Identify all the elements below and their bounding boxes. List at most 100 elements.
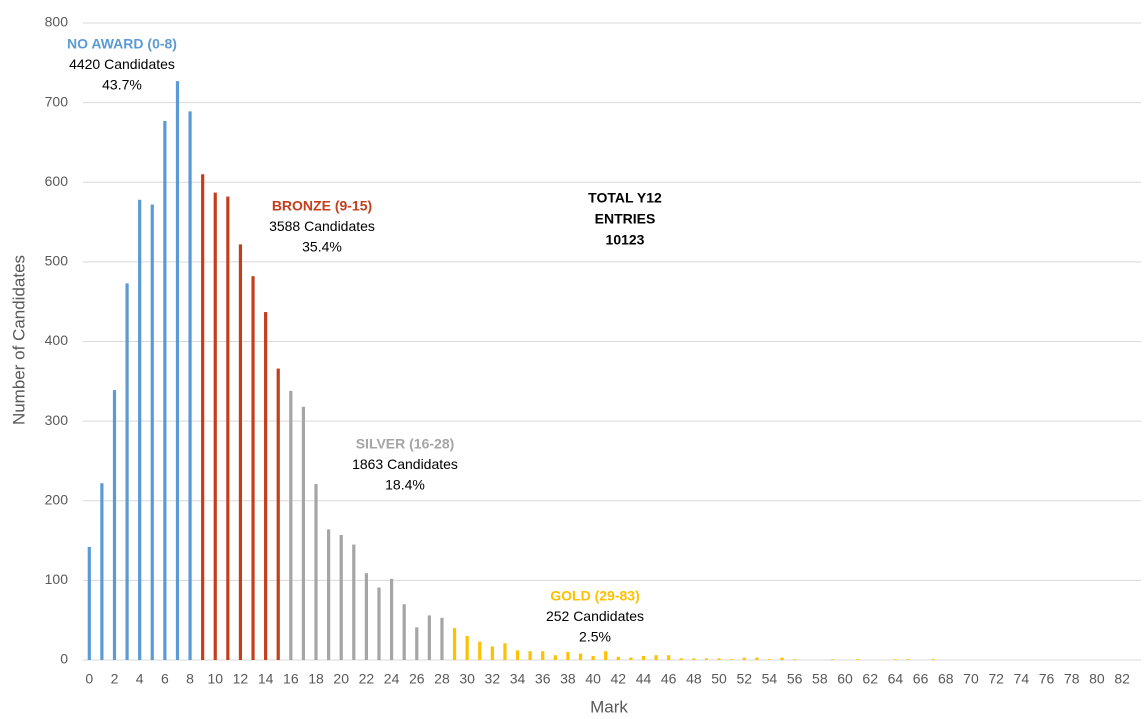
series-annotation: 1863 Candidates: [352, 456, 458, 472]
bar: [931, 659, 935, 660]
bar: [301, 406, 306, 660]
bar: [893, 659, 897, 660]
bar: [503, 643, 507, 660]
bar: [767, 659, 772, 660]
bar: [578, 653, 583, 660]
bar: [327, 529, 331, 660]
x-axis-label: Mark: [590, 697, 628, 716]
series-annotation: 2.5%: [579, 629, 611, 645]
x-tick-label: 52: [736, 671, 752, 687]
x-tick-label: 44: [636, 671, 652, 687]
x-tick-label: 54: [762, 671, 778, 687]
x-tick-label: 70: [963, 671, 979, 687]
bar: [201, 174, 205, 660]
bar: [440, 617, 444, 660]
x-tick-label: 48: [686, 671, 702, 687]
bar: [830, 659, 835, 660]
bar: [541, 651, 545, 660]
x-tick-label: 76: [1039, 671, 1055, 687]
series-annotation: 4420 Candidates: [69, 56, 175, 72]
series-label: BRONZE (9-15): [272, 198, 372, 214]
bar: [314, 484, 318, 660]
bar: [515, 650, 520, 660]
bar: [251, 276, 255, 660]
series-annotation: 35.4%: [302, 239, 342, 255]
bar: [717, 658, 721, 660]
x-tick-label: 0: [85, 671, 93, 687]
bar: [528, 651, 532, 660]
bar: [629, 657, 633, 660]
bar: [465, 636, 469, 660]
bar: [87, 546, 91, 660]
bar: [138, 199, 142, 660]
bar: [679, 658, 683, 660]
series-annotation: 3588 Candidates: [269, 218, 375, 234]
x-tick-label: 20: [333, 671, 349, 687]
x-tick-label: 18: [308, 671, 324, 687]
x-tick-label: 12: [233, 671, 249, 687]
x-tick-label: 38: [560, 671, 576, 687]
bar: [452, 628, 457, 660]
bar: [100, 483, 104, 660]
bar: [730, 659, 734, 660]
x-tick-label: 24: [384, 671, 400, 687]
x-tick-label: 14: [258, 671, 274, 687]
bar: [591, 656, 595, 660]
x-tick-label: 36: [535, 671, 551, 687]
x-tick-label: 56: [787, 671, 803, 687]
series-annotation: 252 Candidates: [546, 608, 644, 624]
bar: [150, 204, 154, 661]
x-tick-label: 16: [283, 671, 299, 687]
x-tick-label: 60: [837, 671, 853, 687]
bar: [604, 651, 608, 660]
bar: [163, 120, 167, 661]
x-tick-label: 62: [862, 671, 878, 687]
bar: [616, 656, 620, 660]
x-tick-label: 58: [812, 671, 828, 687]
bar: [742, 657, 746, 660]
bar: [264, 312, 268, 660]
y-tick-label: 0: [60, 651, 68, 667]
bar: [377, 587, 381, 660]
bar: [856, 659, 860, 660]
total-annotation: ENTRIES: [595, 211, 656, 227]
x-tick-label: 50: [711, 671, 727, 687]
x-tick-label: 82: [1114, 671, 1130, 687]
series-annotation: 43.7%: [102, 77, 142, 93]
x-tick-label: 46: [661, 671, 677, 687]
y-tick-label: 800: [45, 14, 69, 30]
bar: [692, 658, 696, 660]
x-tick-label: 30: [459, 671, 475, 687]
bar: [490, 646, 494, 660]
x-tick-label: 22: [359, 671, 375, 687]
bar: [112, 390, 117, 660]
bar: [654, 655, 658, 660]
y-tick-label: 500: [45, 253, 69, 269]
bar: [402, 604, 406, 660]
bar: [238, 244, 243, 661]
y-tick-label: 100: [45, 571, 69, 587]
bar: [667, 655, 671, 660]
bar: [226, 196, 230, 660]
bar: [213, 192, 217, 660]
x-tick-label: 68: [938, 671, 954, 687]
bar: [125, 283, 129, 660]
x-tick-label: 26: [409, 671, 425, 687]
series-label: NO AWARD (0-8): [67, 36, 177, 52]
bar: [276, 368, 280, 660]
x-tick-label: 6: [161, 671, 169, 687]
bar: [364, 573, 368, 660]
x-tick-label: 10: [207, 671, 223, 687]
bar: [755, 657, 759, 660]
total-annotation: 10123: [606, 232, 645, 248]
y-tick-label: 400: [45, 332, 69, 348]
y-tick-label: 700: [45, 93, 69, 109]
bar: [188, 111, 192, 661]
x-tick-label: 28: [434, 671, 450, 687]
bar: [415, 627, 419, 660]
y-tick-label: 600: [45, 173, 69, 189]
y-axis-label: Number of Candidates: [9, 255, 28, 425]
x-tick-label: 80: [1089, 671, 1105, 687]
bar: [793, 659, 797, 660]
